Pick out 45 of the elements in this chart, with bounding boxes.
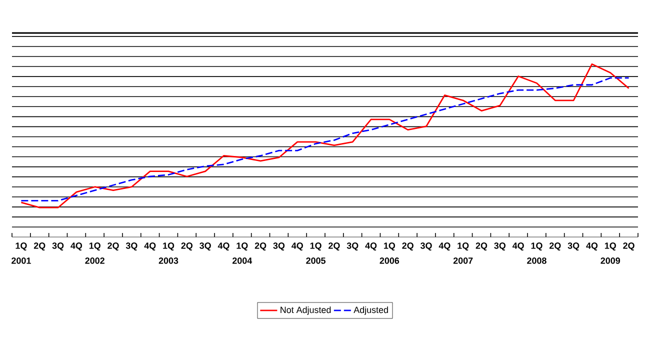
text: 2008 xyxy=(527,258,546,264)
x-tick-label: 2Q xyxy=(623,242,634,251)
x-tick-label: 3Q xyxy=(273,242,285,251)
x-tick-label: 3Q xyxy=(200,242,211,251)
x-tick-label: 3Q xyxy=(52,242,64,251)
x-tick-label: 3Q xyxy=(126,242,138,251)
x-tick-label: 1Q xyxy=(163,242,174,251)
x-tick-label: 1Q xyxy=(236,242,248,251)
x-tick-label: 1Q xyxy=(16,242,27,251)
x-tick-label: 2Q xyxy=(181,242,193,251)
x-tick-label: 1Q xyxy=(384,242,396,251)
x-tick-label: 2Q xyxy=(549,242,561,251)
x-tick-label: 3Q xyxy=(420,242,432,251)
x-tick-label: 4Q xyxy=(218,242,230,251)
text: 2009 xyxy=(600,258,620,264)
x-tick-label: 4Q xyxy=(292,242,303,251)
x-tick-label: 1Q xyxy=(531,242,542,251)
x-tick-label: 1Q xyxy=(89,242,100,251)
x-tick-label: 4Q xyxy=(365,242,377,251)
x-tick-label: 2Q xyxy=(402,242,414,251)
x-tick-label: 3Q xyxy=(346,242,358,251)
legend-label: Adjusted xyxy=(354,306,388,315)
x-tick-label: 2Q xyxy=(328,242,340,251)
x-tick-label: 1Q xyxy=(310,242,322,251)
x-tick-label: 1Q xyxy=(604,242,616,251)
x-tick-label: 3Q xyxy=(494,242,506,251)
x-tick-label: 3Q xyxy=(568,242,580,251)
text: 2004 xyxy=(232,258,252,264)
text: 2003 xyxy=(158,258,178,264)
x-tick-label: 4Q xyxy=(70,242,82,251)
text: 2002 xyxy=(85,258,104,264)
x-tick-label: 2Q xyxy=(108,242,119,251)
text: 2006 xyxy=(380,258,400,264)
x-tick-label: 2Q xyxy=(34,242,46,251)
x-tick-label: 1Q xyxy=(458,242,469,251)
x-tick-label: 4Q xyxy=(586,242,598,251)
text: 2005 xyxy=(306,258,326,264)
x-tick-label: 2Q xyxy=(254,242,266,251)
legend-label: Not Adjusted xyxy=(280,306,331,315)
text: 2001 xyxy=(12,258,31,264)
x-tick-label: 4Q xyxy=(512,242,524,251)
x-tick-label: 4Q xyxy=(144,242,156,251)
x-tick-label: 2Q xyxy=(476,242,488,251)
x-tick-label: 4Q xyxy=(438,242,450,251)
text: 2007 xyxy=(453,258,473,264)
